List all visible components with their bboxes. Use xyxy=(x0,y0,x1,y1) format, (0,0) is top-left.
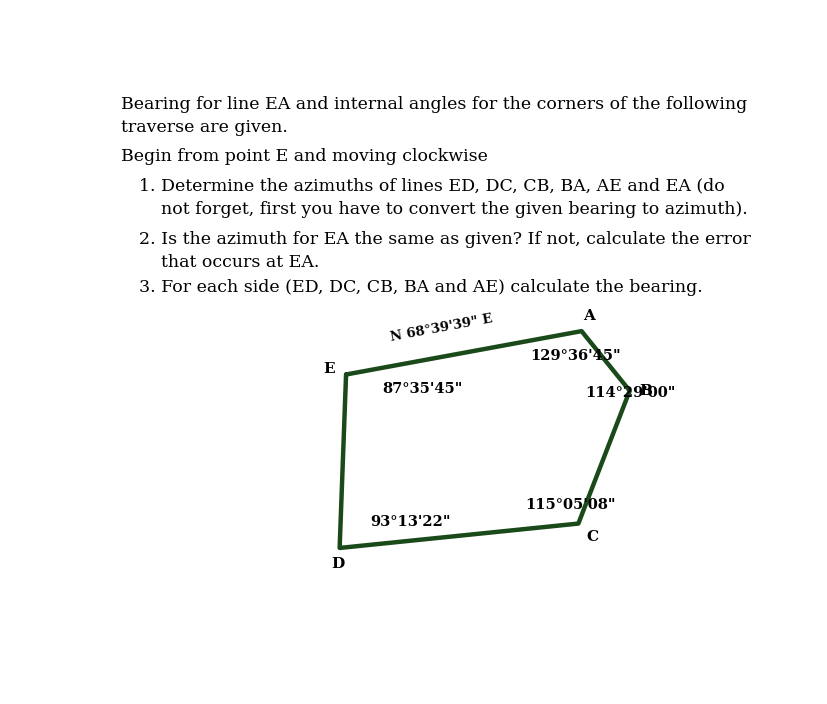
Text: 3. For each side (ED, DC, CB, BA and AE) calculate the bearing.: 3. For each side (ED, DC, CB, BA and AE)… xyxy=(139,279,701,296)
Text: 93°13'22": 93°13'22" xyxy=(370,515,450,529)
Text: E: E xyxy=(323,362,335,376)
Text: 2. Is the azimuth for EA the same as given? If not, calculate the error
    that: 2. Is the azimuth for EA the same as giv… xyxy=(139,231,750,271)
Text: N 68°39'39" E: N 68°39'39" E xyxy=(389,313,493,344)
Text: B: B xyxy=(638,384,652,398)
Text: Begin from point E and moving clockwise: Begin from point E and moving clockwise xyxy=(122,149,488,165)
Text: D: D xyxy=(332,558,345,571)
Text: 1. Determine the azimuths of lines ED, DC, CB, BA, AE and EA (do
    not forget,: 1. Determine the azimuths of lines ED, D… xyxy=(139,177,747,218)
Text: 129°36'45": 129°36'45" xyxy=(529,348,620,363)
Text: 115°05'08": 115°05'08" xyxy=(525,498,615,512)
Text: 87°35'45": 87°35'45" xyxy=(382,382,462,396)
Text: 114°29'00": 114°29'00" xyxy=(584,386,674,401)
Text: C: C xyxy=(586,530,598,544)
Text: A: A xyxy=(583,309,595,323)
Text: Bearing for line EA and internal angles for the corners of the following
travers: Bearing for line EA and internal angles … xyxy=(122,96,747,137)
